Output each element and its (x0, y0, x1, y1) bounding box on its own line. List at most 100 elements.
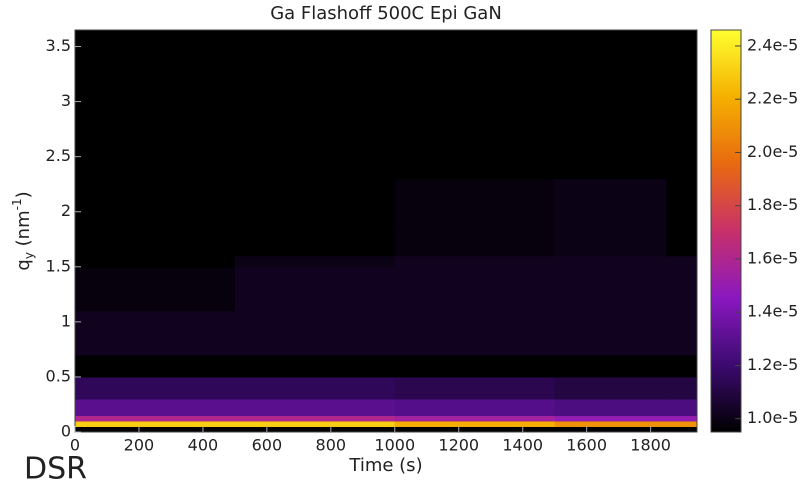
x-tick-label: 600 (252, 436, 283, 455)
heat-cell (75, 354, 236, 378)
heat-cell (666, 228, 698, 257)
heat-cell (75, 321, 236, 356)
heat-cell (75, 255, 236, 268)
heat-cell (554, 376, 668, 400)
colorbar-tick-label: 2.2e-5 (747, 89, 798, 108)
y-label-part: (nm (13, 210, 34, 252)
heat-cell (234, 398, 396, 416)
heat-cell (666, 255, 698, 268)
heat-cell (554, 415, 668, 422)
heat-cell (394, 420, 556, 427)
heat-cell (75, 415, 236, 422)
heat-cell (234, 354, 396, 378)
heat-cell (234, 426, 396, 433)
heat-cell (666, 30, 698, 180)
heat-cell (75, 178, 236, 229)
heat-cell (394, 415, 556, 422)
heat-cell (554, 420, 668, 427)
heat-cell (554, 266, 668, 312)
heat-cell (554, 228, 668, 257)
heat-cell (75, 30, 236, 180)
heat-cell (666, 310, 698, 323)
heat-cell (75, 398, 236, 416)
heat-cell (554, 310, 668, 323)
annotation: DSR (24, 452, 87, 487)
heat-cell (234, 255, 396, 268)
heat-cell (666, 398, 698, 416)
heat-cell (554, 30, 668, 180)
heat-cell (234, 321, 396, 356)
colorbar-tick-label: 1.6e-5 (747, 248, 798, 267)
heat-cell (234, 420, 396, 427)
heat-cell (554, 255, 668, 268)
x-tick-label: 800 (316, 436, 347, 455)
heat-cell (666, 266, 698, 312)
y-label-part: ) (13, 191, 34, 198)
heat-cell (554, 178, 668, 229)
heat-cell (75, 376, 236, 400)
heat-cell (666, 415, 698, 422)
heat-cell (666, 178, 698, 229)
y-tick-label: 0 (61, 422, 71, 441)
heat-cell (554, 426, 668, 433)
heat-cell (666, 376, 698, 400)
heat-cell (394, 321, 556, 356)
heat-cell (75, 228, 236, 257)
heat-cell (234, 178, 396, 229)
y-tick-label: 1.5 (46, 256, 71, 275)
heat-cell (75, 426, 236, 433)
y-tick-label: 3 (61, 91, 71, 110)
heat-cell (666, 321, 698, 356)
heat-cell (666, 420, 698, 427)
y-label-sup: -1 (10, 198, 24, 210)
heat-cell (394, 310, 556, 323)
colorbar (710, 29, 742, 433)
heat-cell (394, 255, 556, 268)
heat-cell (75, 266, 236, 312)
colorbar-tick-label: 2.0e-5 (747, 142, 798, 161)
y-tick-label: 1 (61, 311, 71, 330)
heat-cell (75, 310, 236, 323)
heat-cell (394, 376, 556, 400)
y-label-sub: y (22, 252, 36, 259)
heatmap (75, 30, 698, 433)
heat-cell (234, 228, 396, 257)
heat-cell (666, 426, 698, 433)
heat-cell (394, 426, 556, 433)
heat-cell (394, 398, 556, 416)
x-tick-label: 400 (188, 436, 219, 455)
heat-cell (234, 30, 396, 180)
y-tick-label: 3.5 (46, 36, 71, 55)
x-tick-label: 200 (124, 436, 155, 455)
heat-cell (234, 266, 396, 312)
x-tick-label: 1800 (630, 436, 671, 455)
heat-cell (394, 266, 556, 312)
y-label-part: q (13, 259, 34, 270)
heat-cell (234, 415, 396, 422)
heat-cell (75, 420, 236, 427)
y-tick-label: 2 (61, 201, 71, 220)
x-axis-label: Time (s) (348, 455, 422, 476)
heat-cell (394, 30, 556, 180)
y-axis-label: qy (nm-1) (10, 191, 36, 270)
heat-cell (234, 310, 396, 323)
colorbar-tick-label: 1.2e-5 (747, 355, 798, 374)
x-tick-label: 1200 (438, 436, 479, 455)
heat-cell (394, 354, 556, 378)
heat-cell (554, 398, 668, 416)
x-tick-label: 1400 (502, 436, 543, 455)
heat-cell (554, 354, 668, 378)
y-tick-label: 0.5 (46, 366, 71, 385)
y-tick-label: 2.5 (46, 146, 71, 165)
colorbar-tick-label: 1.8e-5 (747, 195, 798, 214)
heat-cell (394, 178, 556, 229)
heat-cell (666, 354, 698, 378)
heat-cell (554, 321, 668, 356)
chart-title: Ga Flashoff 500C Epi GaN (270, 3, 502, 24)
heat-cell (234, 376, 396, 400)
colorbar-tick-label: 1.4e-5 (747, 302, 798, 321)
heat-cell (394, 228, 556, 257)
colorbar-tick-label: 2.4e-5 (747, 35, 798, 54)
x-tick-label: 1600 (566, 436, 607, 455)
